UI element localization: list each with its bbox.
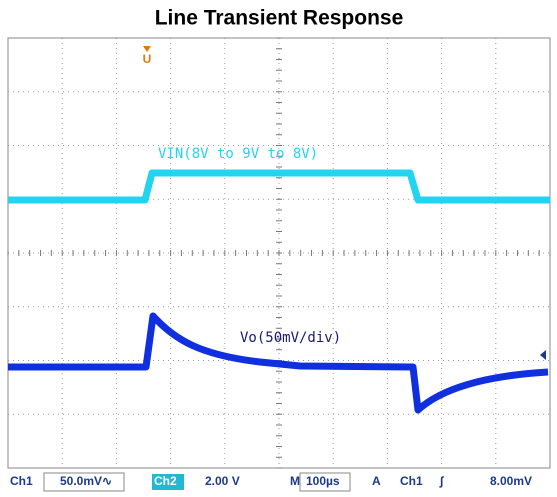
timebase-label: M [290, 474, 300, 488]
ch2: Ch2 [154, 474, 177, 488]
ch2-box [152, 474, 184, 490]
trigger-edge: ∫ [439, 474, 445, 488]
vin-label: VIN(8V to 9V to 8V) [158, 146, 318, 162]
status-bar: Ch1 50.0mV∿ Ch2 2.00 V M 100µs A Ch1 ∫ 8… [10, 472, 532, 492]
timebase-box [299, 472, 351, 492]
ch1-scale: 50.0mV∿ [60, 474, 112, 488]
level-arrow [540, 350, 546, 360]
title: Line Transient Response [155, 7, 404, 30]
vo-trace [8, 312, 549, 414]
trigger-marker: U [143, 52, 152, 66]
ch2-scale: 2.00 V [205, 474, 240, 488]
vin-trace [8, 169, 550, 204]
ch1: Ch1 [10, 474, 33, 488]
trigger-mode: A [372, 474, 381, 488]
marker-arrow [143, 46, 151, 52]
trigger-source: Ch1 [400, 474, 423, 488]
timebase: 100µs [306, 474, 340, 488]
ch1-box [43, 472, 125, 492]
vo-label: Vo(50mV/div) [240, 330, 341, 346]
trigger-level: 8.00mV [490, 474, 532, 488]
